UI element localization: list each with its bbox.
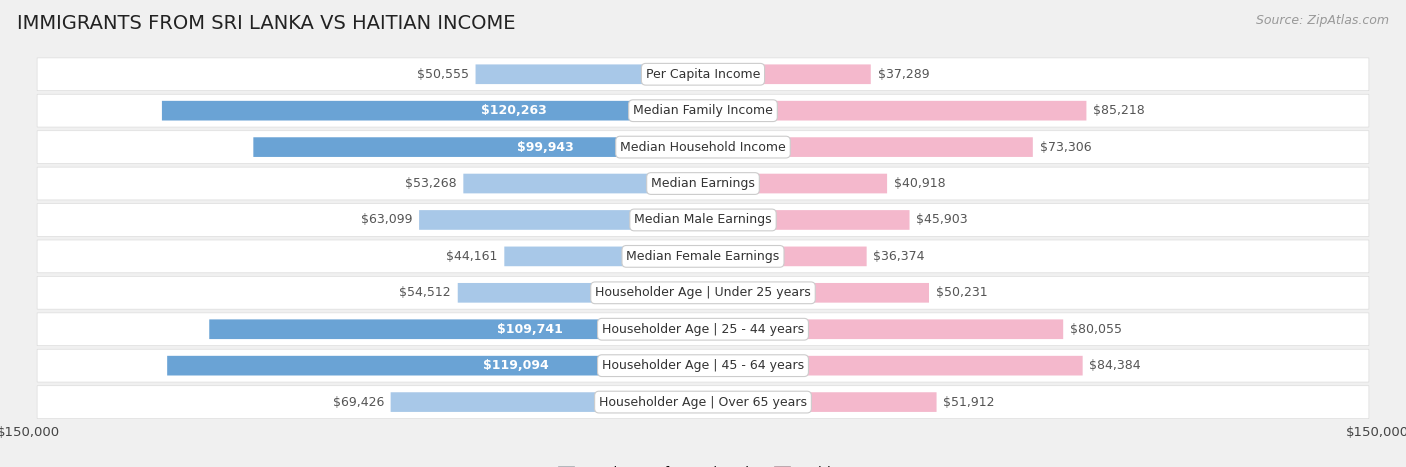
Text: $63,099: $63,099: [361, 213, 412, 226]
Text: $40,918: $40,918: [894, 177, 945, 190]
Text: Householder Age | Under 25 years: Householder Age | Under 25 years: [595, 286, 811, 299]
FancyBboxPatch shape: [703, 392, 936, 412]
FancyBboxPatch shape: [458, 283, 703, 303]
Text: $45,903: $45,903: [917, 213, 967, 226]
FancyBboxPatch shape: [703, 64, 870, 84]
FancyBboxPatch shape: [167, 356, 703, 375]
Text: $36,374: $36,374: [873, 250, 925, 263]
Text: Median Male Earnings: Median Male Earnings: [634, 213, 772, 226]
FancyBboxPatch shape: [37, 240, 1369, 273]
FancyBboxPatch shape: [464, 174, 703, 193]
FancyBboxPatch shape: [391, 392, 703, 412]
FancyBboxPatch shape: [703, 283, 929, 303]
FancyBboxPatch shape: [475, 64, 703, 84]
FancyBboxPatch shape: [37, 167, 1369, 200]
FancyBboxPatch shape: [505, 247, 703, 266]
Text: $53,268: $53,268: [405, 177, 457, 190]
Text: $73,306: $73,306: [1039, 141, 1091, 154]
FancyBboxPatch shape: [703, 174, 887, 193]
Text: Median Family Income: Median Family Income: [633, 104, 773, 117]
Text: $109,741: $109,741: [498, 323, 564, 336]
Text: Median Household Income: Median Household Income: [620, 141, 786, 154]
Text: Householder Age | 25 - 44 years: Householder Age | 25 - 44 years: [602, 323, 804, 336]
FancyBboxPatch shape: [703, 319, 1063, 339]
Text: Householder Age | 45 - 64 years: Householder Age | 45 - 64 years: [602, 359, 804, 372]
FancyBboxPatch shape: [37, 386, 1369, 418]
Text: $84,384: $84,384: [1090, 359, 1142, 372]
FancyBboxPatch shape: [37, 313, 1369, 346]
Text: $80,055: $80,055: [1070, 323, 1122, 336]
Text: $119,094: $119,094: [482, 359, 548, 372]
Text: $99,943: $99,943: [517, 141, 574, 154]
Text: IMMIGRANTS FROM SRI LANKA VS HAITIAN INCOME: IMMIGRANTS FROM SRI LANKA VS HAITIAN INC…: [17, 14, 516, 33]
Text: $69,426: $69,426: [332, 396, 384, 409]
Legend: Immigrants from Sri Lanka, Haitian: Immigrants from Sri Lanka, Haitian: [558, 466, 848, 467]
Text: Median Earnings: Median Earnings: [651, 177, 755, 190]
FancyBboxPatch shape: [703, 356, 1083, 375]
FancyBboxPatch shape: [37, 94, 1369, 127]
FancyBboxPatch shape: [37, 131, 1369, 163]
FancyBboxPatch shape: [703, 247, 866, 266]
Text: $44,161: $44,161: [446, 250, 498, 263]
Text: Per Capita Income: Per Capita Income: [645, 68, 761, 81]
FancyBboxPatch shape: [703, 210, 910, 230]
Text: $50,555: $50,555: [416, 68, 468, 81]
FancyBboxPatch shape: [703, 101, 1087, 120]
Text: $37,289: $37,289: [877, 68, 929, 81]
FancyBboxPatch shape: [253, 137, 703, 157]
Text: Householder Age | Over 65 years: Householder Age | Over 65 years: [599, 396, 807, 409]
Text: $85,218: $85,218: [1092, 104, 1144, 117]
FancyBboxPatch shape: [37, 58, 1369, 91]
FancyBboxPatch shape: [419, 210, 703, 230]
FancyBboxPatch shape: [209, 319, 703, 339]
FancyBboxPatch shape: [162, 101, 703, 120]
Text: $51,912: $51,912: [943, 396, 995, 409]
Text: Median Female Earnings: Median Female Earnings: [627, 250, 779, 263]
Text: $54,512: $54,512: [399, 286, 451, 299]
FancyBboxPatch shape: [37, 349, 1369, 382]
Text: Source: ZipAtlas.com: Source: ZipAtlas.com: [1256, 14, 1389, 27]
FancyBboxPatch shape: [703, 137, 1033, 157]
Text: $50,231: $50,231: [936, 286, 987, 299]
FancyBboxPatch shape: [37, 276, 1369, 309]
FancyBboxPatch shape: [37, 204, 1369, 236]
Text: $120,263: $120,263: [481, 104, 547, 117]
